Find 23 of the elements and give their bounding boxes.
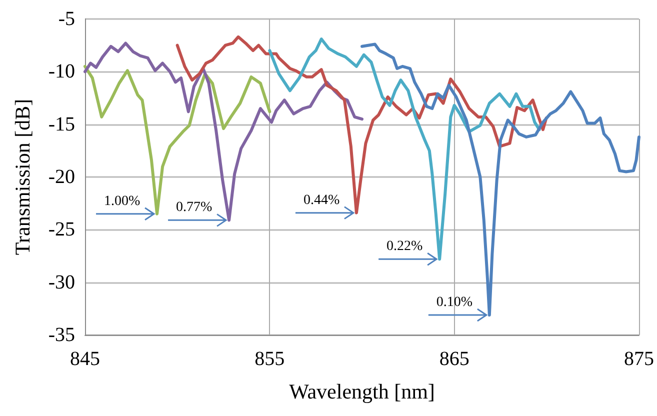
- y-tick-label: -30: [48, 271, 75, 294]
- line-series: [84, 64, 272, 216]
- x-tick-label: 855: [254, 348, 285, 370]
- line-series: [176, 35, 548, 214]
- y-axis-title: Transmission [dB]: [10, 98, 34, 256]
- x-tick-label: 865: [439, 348, 470, 370]
- y-tick-label: -35: [48, 324, 75, 346]
- x-tick-label: 875: [624, 348, 654, 370]
- y-tick-label: -20: [48, 166, 75, 188]
- line-series: [360, 42, 640, 316]
- annotation: 0.22%: [386, 239, 423, 256]
- y-tick-label: -5: [58, 8, 75, 30]
- x-axis-title: Wavelength [nm]: [289, 380, 435, 404]
- x-tick-label: 845: [70, 348, 100, 370]
- y-tick-label: -10: [48, 60, 75, 83]
- annotation: 0.44%: [303, 192, 340, 209]
- y-tick-label: -15: [48, 113, 75, 136]
- line-series: [84, 42, 364, 222]
- annotation: 0.77%: [176, 200, 212, 216]
- annotation: 1.00%: [104, 194, 140, 210]
- annotation: 0.10%: [436, 294, 473, 311]
- line-series: [268, 38, 541, 261]
- y-tick-label: -25: [48, 218, 75, 241]
